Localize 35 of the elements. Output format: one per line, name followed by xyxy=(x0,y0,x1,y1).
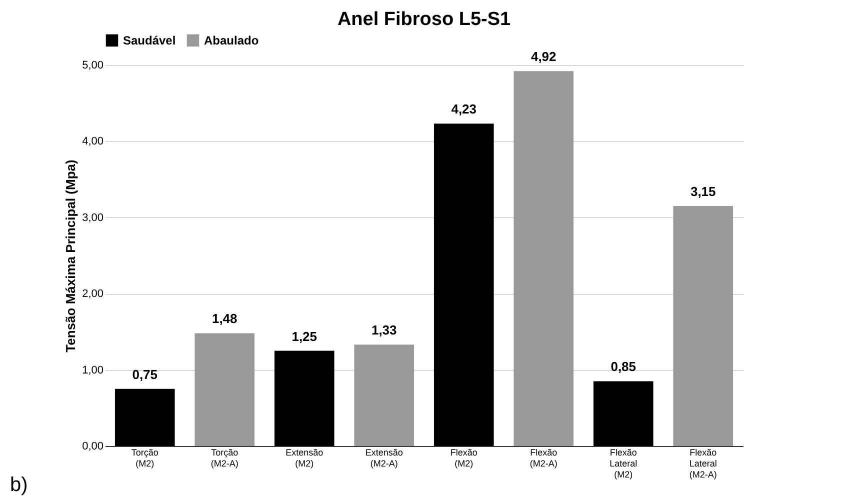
x-tick-label: Torção (M2) xyxy=(131,448,158,468)
y-tick-label: 5,00 xyxy=(82,60,104,72)
x-tick-label: Extensão (M2) xyxy=(286,448,324,468)
data-label: 1,48 xyxy=(212,311,238,326)
bar xyxy=(434,124,494,446)
data-label: 4,92 xyxy=(530,49,556,64)
bar xyxy=(114,388,175,446)
data-label: 4,23 xyxy=(451,102,477,117)
data-label: 1,33 xyxy=(371,322,397,338)
bar xyxy=(673,206,734,446)
x-tick-label: Flexão Lateral (M2-A) xyxy=(689,448,717,480)
y-tick-label: 3,00 xyxy=(82,212,104,224)
x-tick-label: Extensão (M2-A) xyxy=(365,448,403,468)
chart-title: Anel Fibroso L5-S1 xyxy=(337,9,511,30)
y-axis-title: Tensão Máxima Principal (Mpa) xyxy=(63,160,78,352)
data-label: 3,15 xyxy=(690,184,716,199)
y-tick-label: 2,00 xyxy=(82,288,104,300)
data-label: 0,85 xyxy=(610,359,636,374)
bar xyxy=(194,333,255,446)
x-tick-label: Flexão (M2) xyxy=(450,448,478,468)
y-tick-label: 0,00 xyxy=(82,440,104,452)
bar xyxy=(514,71,574,446)
data-label: 0,75 xyxy=(132,366,158,382)
bar xyxy=(274,350,334,446)
x-tick-label: Torção (M2-A) xyxy=(210,448,238,468)
x-tick-label: Flexão (M2-A) xyxy=(530,448,558,468)
y-tick-label: 4,00 xyxy=(82,136,104,148)
data-label: 1,25 xyxy=(292,328,318,344)
bar xyxy=(354,344,414,446)
y-tick-label: 1,00 xyxy=(82,364,104,376)
bar xyxy=(593,381,654,446)
text: b) xyxy=(10,474,28,496)
x-tick-label: Flexão Lateral (M2) xyxy=(610,448,638,480)
legend-label: Abaulado xyxy=(204,33,259,48)
legend-label: Saudável xyxy=(123,33,176,48)
